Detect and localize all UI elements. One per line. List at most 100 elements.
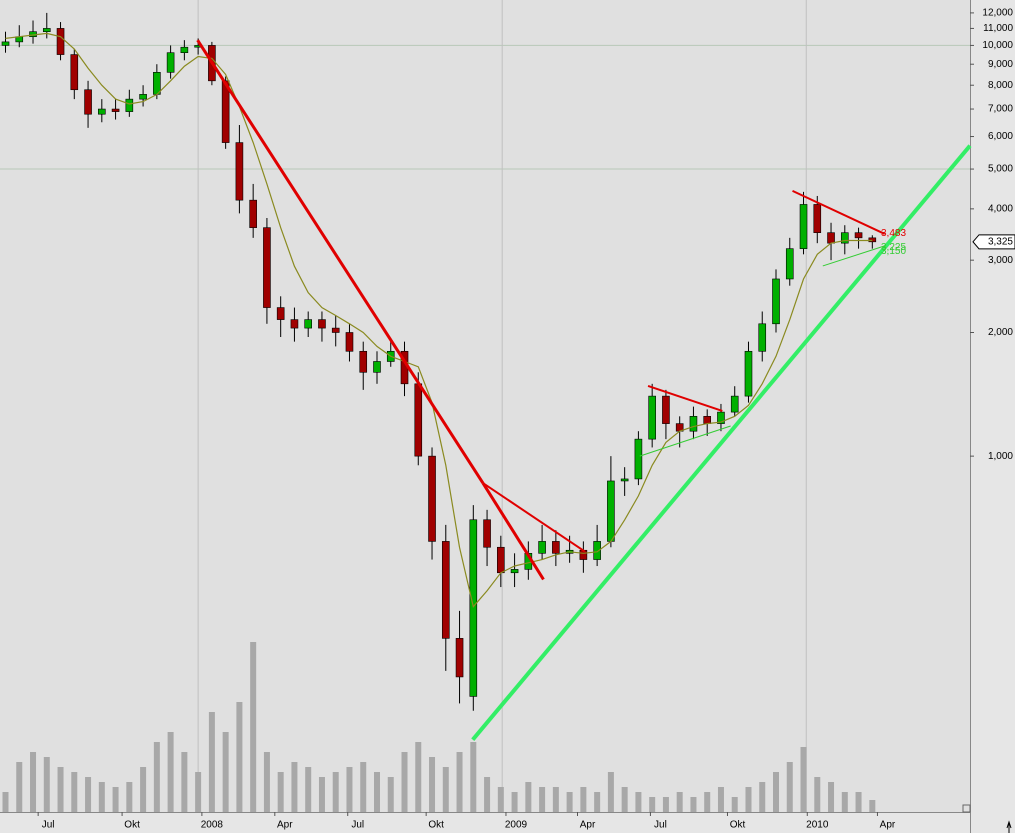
y-tick-label: 9,000 [988, 59, 1013, 70]
candle-body [276, 307, 285, 320]
volume-bar [373, 772, 380, 812]
volume-bar [442, 767, 449, 812]
candle-body [758, 323, 767, 352]
y-tick-label: 6,000 [988, 131, 1013, 142]
candle-body [744, 350, 753, 397]
volume-bar [566, 792, 573, 812]
resize-handle[interactable] [962, 804, 971, 813]
y-tick-label: 4,000 [988, 204, 1013, 215]
y-tick-label: 7,000 [988, 104, 1013, 115]
volume-bar [497, 787, 504, 812]
y-tick-label: 11,000 [983, 23, 1013, 34]
y-tick-label: 10,000 [982, 40, 1013, 51]
volume-bar [800, 747, 807, 812]
x-tick-label: Jul [351, 820, 364, 831]
plot-background [0, 0, 970, 812]
volume-bar [181, 752, 188, 812]
candle-body [331, 327, 340, 333]
candle-body [111, 108, 120, 112]
candle-body [180, 46, 189, 54]
candle-body [42, 28, 51, 32]
volume-bar [621, 787, 628, 812]
volume-bar [85, 777, 92, 812]
candle-body [373, 361, 381, 373]
candle-body [510, 569, 519, 574]
candle-body [730, 395, 739, 413]
candle-body [593, 541, 601, 560]
volume-bar [305, 767, 312, 812]
volume-bar [649, 797, 656, 812]
volume-bar [511, 792, 518, 812]
y-axis-panel [970, 0, 1015, 833]
price-marker [972, 234, 1015, 250]
volume-bar [773, 772, 779, 812]
volume-bar [539, 787, 546, 812]
volume-bar [2, 792, 9, 812]
volume-bar [195, 772, 202, 812]
volume-bar [208, 712, 215, 812]
candle-body [662, 395, 670, 424]
candle-body [1, 41, 10, 46]
trend-line [196, 39, 485, 484]
x-axis-panel [0, 812, 970, 833]
volume-bar [704, 792, 711, 812]
volume-bar [277, 772, 284, 812]
x-tick-label: Jul [42, 820, 55, 831]
candle-body [84, 89, 92, 115]
candle-body [538, 541, 546, 554]
volume-bar [360, 762, 367, 812]
volume-bar [126, 782, 133, 812]
volume-bar [291, 762, 298, 812]
candle-body [703, 416, 712, 424]
volume-bar [30, 752, 37, 812]
volume-bar [346, 767, 353, 812]
annotation: 3,225 [881, 242, 906, 253]
volume-bar [484, 777, 491, 812]
candle-body [620, 478, 629, 482]
y-tick-label: 1,000 [988, 451, 1013, 462]
candle-body [304, 319, 312, 329]
volume-bar [855, 792, 862, 812]
candle-body [840, 232, 849, 244]
volume-bar [690, 797, 697, 812]
volume-bar [731, 797, 738, 812]
price-label: 3,325 [988, 236, 1013, 247]
trend-line [822, 245, 885, 267]
candle-body [98, 108, 106, 115]
volume-bar [387, 777, 394, 812]
volume-bar [759, 782, 766, 812]
x-tick-label: Jul [654, 820, 667, 831]
candle-body [428, 455, 436, 542]
trend-line [482, 482, 586, 553]
y-tick-label: 12,000 [982, 8, 1013, 19]
candle-body [441, 541, 450, 639]
candle-body [318, 319, 326, 329]
volume-bar [71, 772, 78, 812]
x-tick-label: Okt [428, 820, 444, 831]
volume-bar [456, 752, 463, 812]
candle-body [717, 411, 725, 424]
candle-body [827, 232, 835, 244]
x-tick-label: Apr [277, 820, 293, 831]
volume-bar [676, 792, 683, 812]
volume-bar [263, 752, 270, 812]
candle-body [249, 199, 257, 228]
candle-body [799, 204, 808, 249]
x-tick-label: Apr [580, 820, 596, 831]
x-tick-label: Okt [124, 820, 140, 831]
scroll-arrow[interactable] [1006, 820, 1012, 833]
volume-bar [525, 782, 532, 812]
x-tick-label: 2009 [505, 820, 528, 831]
volume-bar [153, 742, 160, 812]
volume-bar [607, 772, 614, 812]
x-tick-label: Apr [880, 820, 896, 831]
candle-body [263, 227, 271, 308]
candle-body [469, 519, 478, 697]
trend-line [471, 144, 972, 741]
candle-body [813, 204, 822, 233]
candle-body [607, 480, 615, 542]
volume-bar [580, 787, 587, 812]
volume-bar [43, 757, 50, 812]
volume-bar [222, 732, 229, 812]
